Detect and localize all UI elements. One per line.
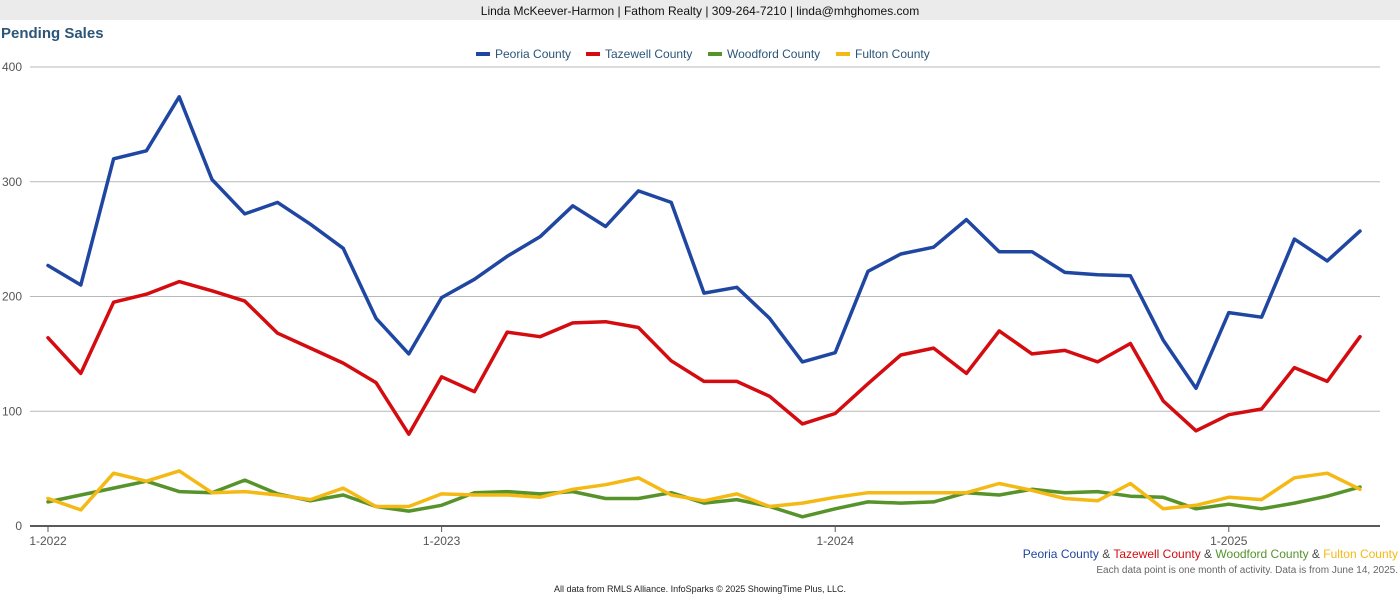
series-line-fulton-county (46, 469, 1362, 512)
x-tick-label-1-2025: 1-2025 (1210, 534, 1248, 548)
y-tick-label-0: 0 (15, 519, 22, 533)
agent-contact-text: Linda McKeever-Harmon | Fathom Realty | … (480, 4, 920, 18)
agent-contact-bar: Linda McKeever-Harmon | Fathom Realty | … (0, 0, 1400, 20)
legend-label-woodford-county: Woodford County (727, 47, 820, 61)
legend-label-tazewell-county: Tazewell County (605, 47, 692, 61)
series-line-peoria-county (46, 95, 1362, 391)
legend: Peoria County Tazewell County Woodford Cou… (476, 47, 930, 61)
axes: 0 100 200 300 400 1-2022 1-2023 1-2024 1-2025 (2, 60, 1380, 548)
caption-series-2: Tazewell County (1113, 547, 1201, 561)
series-line-woodford-county (46, 478, 1362, 519)
gridlines (30, 66, 1380, 412)
series-caption: Peoria County & Tazewell County & Woodfo… (1023, 547, 1398, 561)
y-tick-label-100: 100 (2, 404, 22, 418)
caption-amp-3: & (1311, 547, 1320, 561)
data-note: Each data point is one month of activity… (1096, 565, 1398, 576)
footer-credit: All data from RMLS Alliance. InfoSparks … (554, 584, 846, 594)
caption-series-4: Fulton County (1323, 547, 1398, 561)
caption-series-1: Peoria County (1022, 547, 1099, 561)
x-tick-label-1-2023: 1-2023 (423, 534, 461, 548)
chart-title: Pending Sales (1, 25, 104, 42)
caption-amp-2: & (1204, 547, 1213, 561)
caption-amp-1: & (1102, 547, 1111, 561)
y-tick-label-200: 200 (2, 290, 22, 304)
legend-label-peoria-county: Peoria County (495, 47, 571, 61)
y-tick-label-300: 300 (2, 175, 22, 189)
caption-series-3: Woodford County (1215, 547, 1309, 561)
series-lines (46, 95, 1362, 519)
x-tick-label-1-2022: 1-2022 (29, 534, 67, 548)
legend-label-fulton-county: Fulton County (855, 47, 930, 61)
x-tick-label-1-2024: 1-2024 (817, 534, 855, 548)
series-line-tazewell-county (46, 279, 1362, 436)
y-tick-label-400: 400 (2, 60, 22, 74)
